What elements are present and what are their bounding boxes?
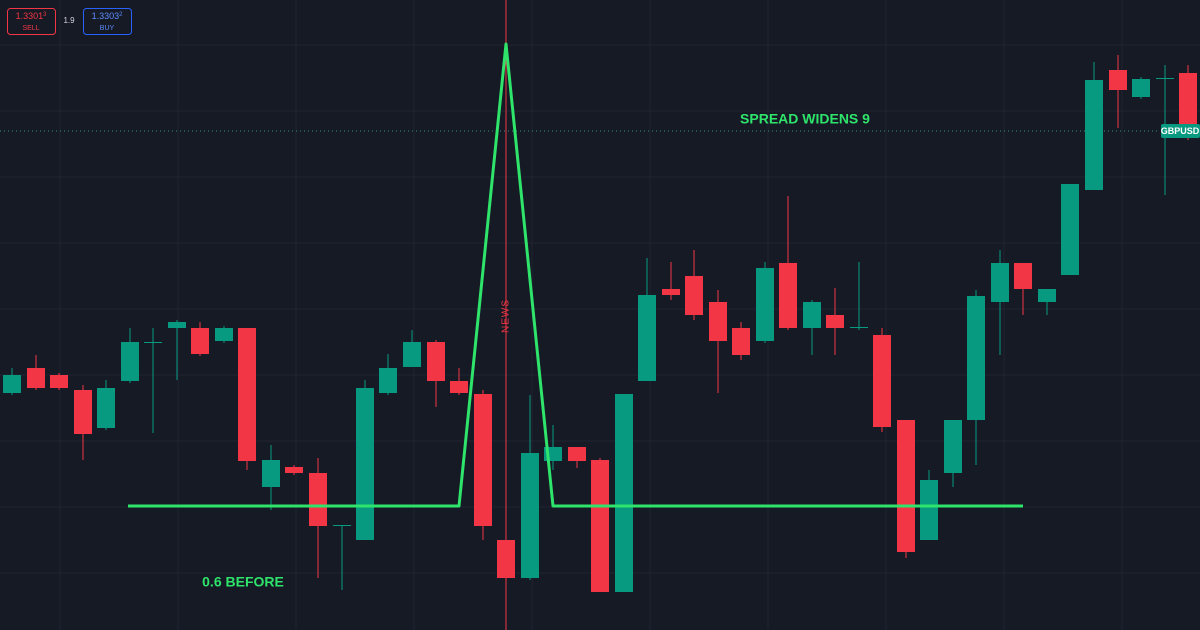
buy-label: BUY — [100, 25, 115, 32]
candle-body — [615, 394, 633, 592]
candle-body — [732, 328, 750, 355]
candle-body — [638, 295, 656, 381]
candle-body — [333, 525, 351, 526]
candle-body — [497, 540, 515, 578]
candle-body — [356, 388, 374, 540]
candle-body — [1179, 73, 1197, 130]
candle-body — [1132, 79, 1150, 97]
candle-body — [779, 263, 797, 328]
buy-price-main: 1.3303 — [92, 11, 120, 21]
buy-box[interactable] — [83, 8, 132, 35]
candle-body — [97, 388, 115, 428]
candle-body — [215, 328, 233, 341]
candle-body — [168, 322, 186, 328]
candle-body — [709, 302, 727, 341]
buy-price-sup: 2 — [119, 12, 123, 18]
symbol-badge — [1161, 124, 1200, 138]
symbol-label: GBPUSD — [1161, 126, 1200, 136]
candles — [3, 55, 1197, 600]
candle-body — [1061, 184, 1079, 275]
candle-body — [285, 467, 303, 473]
spread-line — [128, 42, 1023, 508]
spread-before-label: 0.6 BEFORE — [202, 574, 284, 590]
candle-body — [403, 342, 421, 367]
buy-button[interactable]: 1.33032 BUY — [83, 8, 132, 35]
candle-body — [1085, 80, 1103, 190]
sell-button[interactable]: 1.33013 SELL — [7, 8, 56, 35]
candle-body — [238, 328, 256, 461]
spread-value: 1.9 — [63, 16, 75, 25]
candle-body — [873, 335, 891, 427]
candle-body — [1156, 78, 1174, 79]
candle-body — [474, 394, 492, 526]
buy-price: 1.33032 — [92, 11, 124, 21]
candle-body — [685, 276, 703, 315]
candle-body — [74, 390, 92, 434]
sell-price: 1.33013 — [16, 11, 48, 21]
candle-body — [591, 460, 609, 592]
sell-price-sup: 3 — [43, 12, 47, 18]
candle-body — [568, 447, 586, 461]
candle-body — [920, 480, 938, 540]
spread-after-label: SPREAD WIDENS 9 — [740, 111, 870, 127]
candle-body — [803, 302, 821, 328]
candle-body — [897, 420, 915, 552]
news-label: NEWS — [501, 299, 512, 333]
candle-body — [850, 327, 868, 328]
candle-body — [3, 375, 21, 393]
candle-body — [991, 263, 1009, 302]
candle-body — [1038, 289, 1056, 302]
sell-box[interactable] — [7, 8, 56, 35]
candle-body — [262, 460, 280, 487]
candle-body — [662, 289, 680, 295]
candle-body — [121, 342, 139, 381]
candle-body — [826, 315, 844, 328]
sell-price-main: 1.3301 — [16, 11, 44, 21]
candle-body — [967, 296, 985, 420]
candle-body — [1014, 263, 1032, 289]
candle-body — [450, 381, 468, 393]
candle-body — [1109, 70, 1127, 90]
sell-label: SELL — [22, 25, 39, 32]
candle-body — [27, 368, 45, 388]
candle-body — [191, 328, 209, 354]
candle-body — [427, 342, 445, 381]
candle-body — [144, 342, 162, 343]
candle-body — [756, 268, 774, 341]
candle-body — [379, 368, 397, 393]
candle-body — [50, 375, 68, 388]
candle-body — [944, 420, 962, 473]
candle-body — [309, 473, 327, 526]
candle-body — [521, 453, 539, 578]
